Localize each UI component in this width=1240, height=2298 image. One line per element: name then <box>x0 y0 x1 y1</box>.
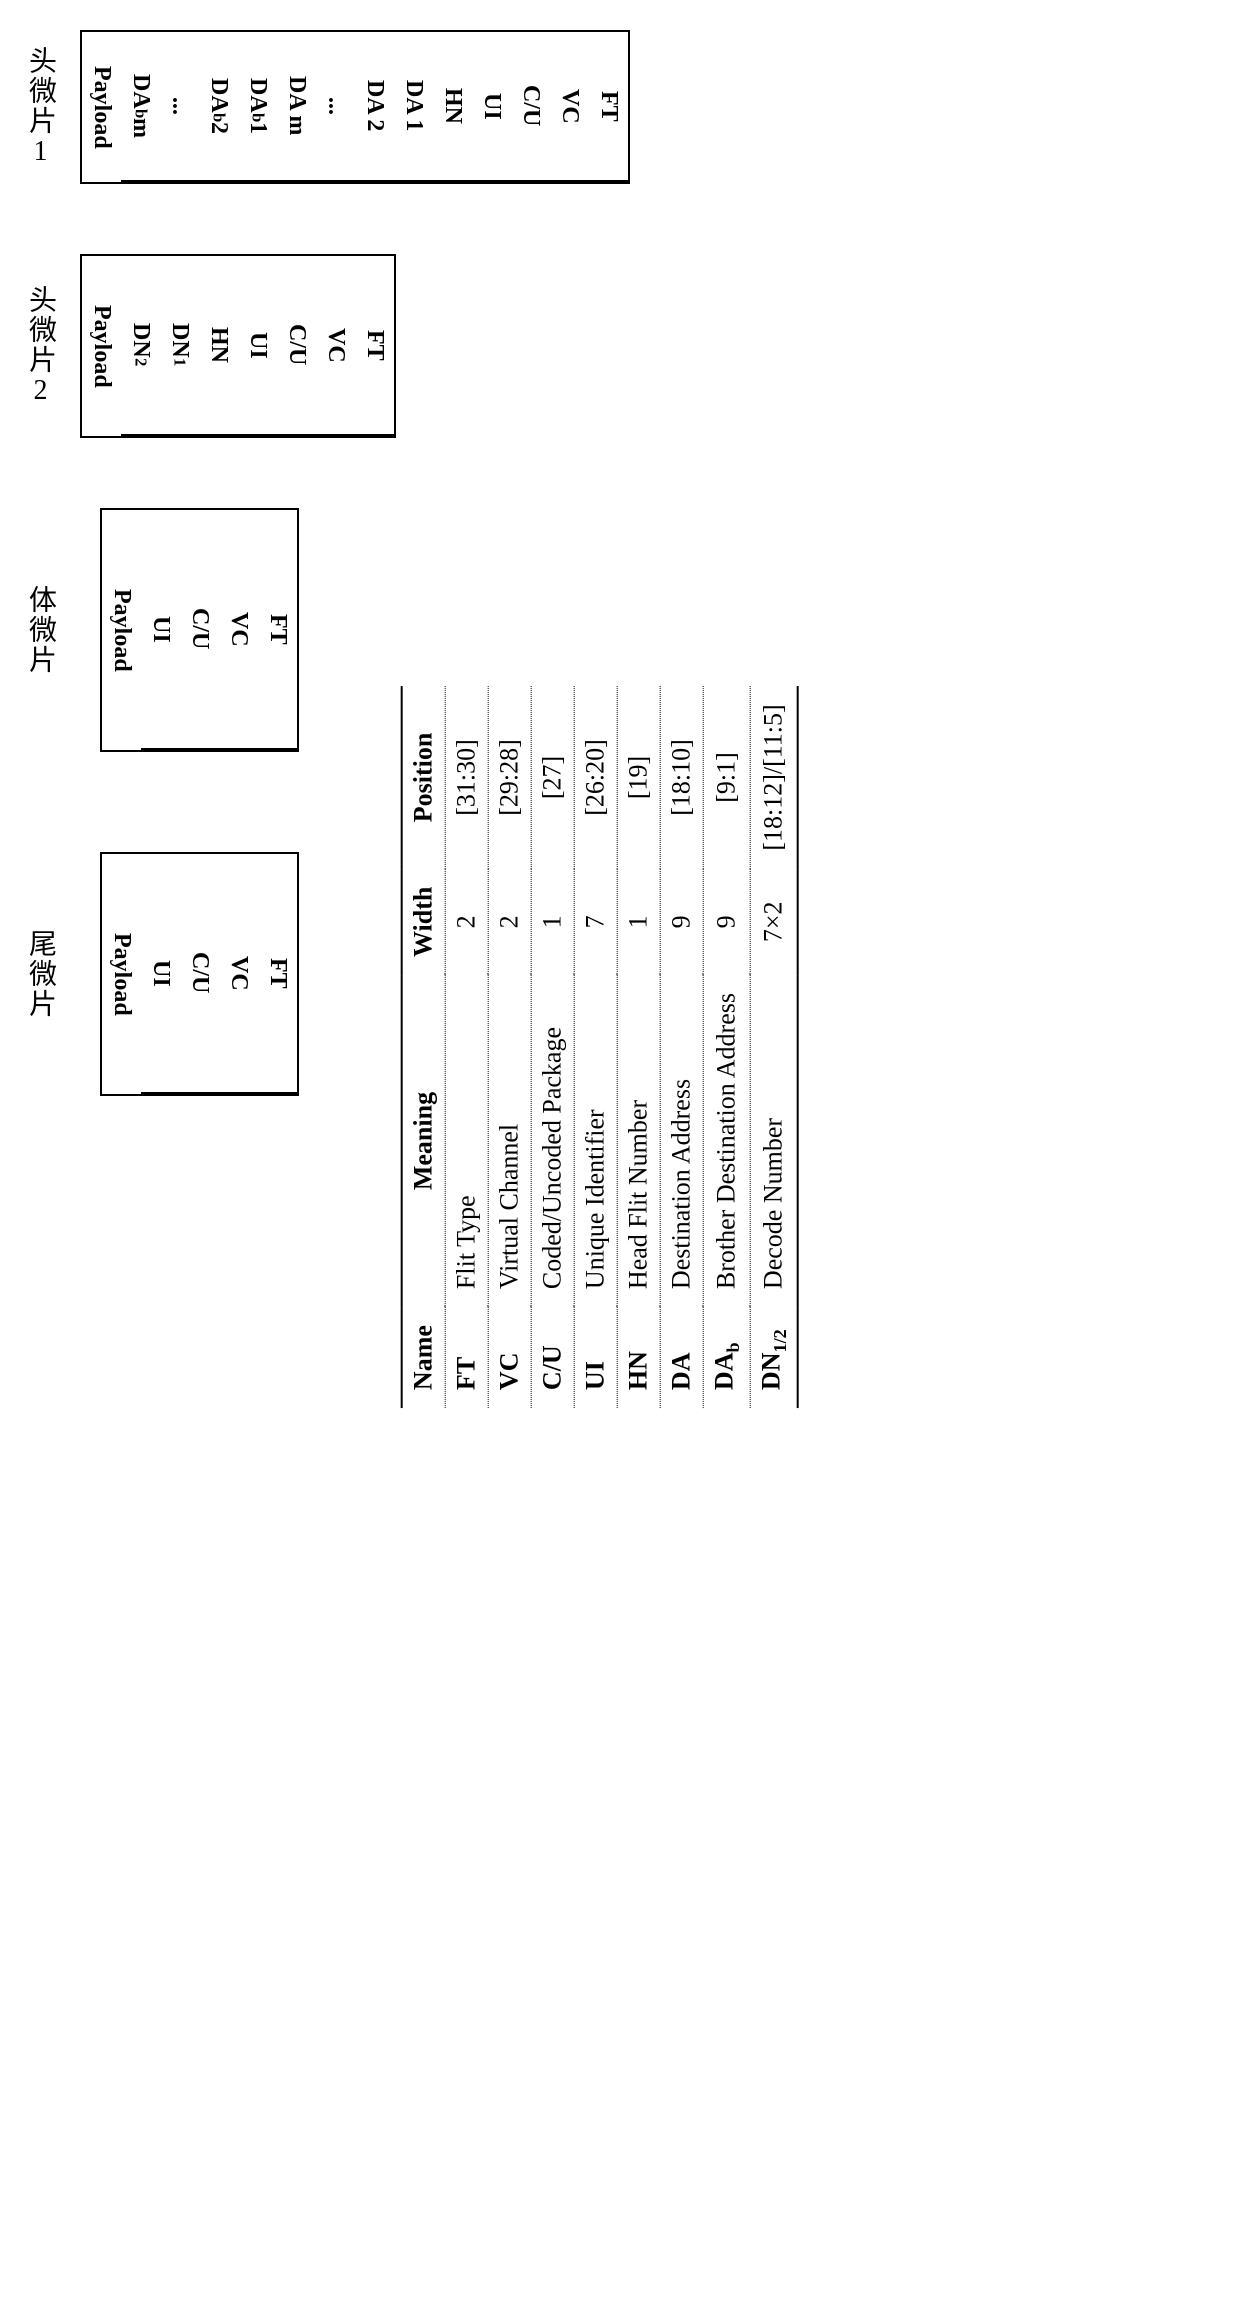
flit-cell: DAb 2 <box>199 32 238 182</box>
def-meaning-cell: Decode Number <box>750 975 798 1307</box>
flit-cell: FT <box>258 854 297 1094</box>
def-position-cell: [18:10] <box>660 686 703 868</box>
definitions-table-wrap: NameMeaningWidthPosition FTFlit Type2[31… <box>401 686 799 1408</box>
def-name-cell: FT <box>445 1307 488 1408</box>
flit-cell: Payload <box>102 510 141 750</box>
flit-cell: C/U <box>180 510 219 750</box>
def-header-cell: Name <box>402 1307 446 1408</box>
def-row: HNHead Flit Number1[19] <box>617 686 660 1408</box>
def-row: DADestination Address9[18:10] <box>660 686 703 1408</box>
flit-cell: Payload <box>102 854 141 1094</box>
flit-cell: HN <box>433 32 472 182</box>
def-row: DN1/2Decode Number7×2[18:12]/[11:5] <box>750 686 798 1408</box>
def-header-cell: Width <box>402 869 446 975</box>
definitions-body: FTFlit Type2[31:30]VCVirtual Channel2[29… <box>445 686 798 1408</box>
flit-cell: ... <box>316 32 355 182</box>
flit-cell: FT <box>589 32 628 182</box>
definitions-header-row: NameMeaningWidthPosition <box>402 686 446 1408</box>
flit-cell: C/U <box>180 854 219 1094</box>
head-flit-1-box: FTVCC/UUIHNDA 1DA 2...DA mDAb 1DAb 2...D… <box>80 30 630 184</box>
flit-cell: DN1 <box>160 256 199 436</box>
def-width-cell: 1 <box>617 869 660 975</box>
flit-cell: C/U <box>511 32 550 182</box>
def-meaning-cell: Destination Address <box>660 975 703 1307</box>
def-name-cell: DAb <box>703 1307 750 1408</box>
tail-flit-section: 尾微片 FTVCC/UUIPayload <box>20 852 299 1096</box>
def-row: FTFlit Type2[31:30] <box>445 686 488 1408</box>
def-row: DAbBrother Destination Address9[9:1] <box>703 686 750 1408</box>
body-flit-label: 体微片 <box>20 585 60 675</box>
def-width-cell: 9 <box>660 869 703 975</box>
flit-cell: FT <box>355 256 394 436</box>
def-position-cell: [26:20] <box>574 686 617 868</box>
flit-cell: C/U <box>277 256 316 436</box>
flit-cell: VC <box>219 510 258 750</box>
body-flit-box: FTVCC/UUIPayload <box>100 508 299 752</box>
def-position-cell: [19] <box>617 686 660 868</box>
flit-cell: UI <box>238 256 277 436</box>
def-width-cell: 1 <box>531 869 574 975</box>
head-flit-1-label: 头微片1 <box>20 46 60 169</box>
flit-cell: DAb 1 <box>238 32 277 182</box>
head-flit-2-label: 头微片2 <box>20 285 60 408</box>
flit-cell: DA m <box>277 32 316 182</box>
def-width-cell: 9 <box>703 869 750 975</box>
head-flit-2-section: 头微片2 FTVCC/UUIHNDN1DN2Payload <box>20 254 1220 438</box>
head-flit-2-box: FTVCC/UUIHNDN1DN2Payload <box>80 254 396 438</box>
bottom-section: 体微片 FTVCC/UUIPayload 尾微片 FTVCC/UUIPayloa… <box>20 508 1220 1246</box>
flit-cell: FT <box>258 510 297 750</box>
def-row: VCVirtual Channel2[29:28] <box>488 686 531 1408</box>
flit-cell: UI <box>141 854 180 1094</box>
def-row: UIUnique Identifier7[26:20] <box>574 686 617 1408</box>
flit-cell: DA 2 <box>355 32 394 182</box>
def-meaning-cell: Head Flit Number <box>617 975 660 1307</box>
flit-cell: Payload <box>82 32 121 182</box>
tail-flit-label: 尾微片 <box>20 929 60 1019</box>
def-width-cell: 7×2 <box>750 869 798 975</box>
def-row: C/UCoded/Uncoded Package1[27] <box>531 686 574 1408</box>
def-position-cell: [27] <box>531 686 574 868</box>
flit-cell: DA 1 <box>394 32 433 182</box>
tail-flit-box: FTVCC/UUIPayload <box>100 852 299 1096</box>
definitions-table: NameMeaningWidthPosition FTFlit Type2[31… <box>401 686 799 1408</box>
flit-cell: UI <box>141 510 180 750</box>
def-name-cell: VC <box>488 1307 531 1408</box>
def-name-cell: HN <box>617 1307 660 1408</box>
flit-cell: DAb m <box>121 32 160 182</box>
def-width-cell: 7 <box>574 869 617 975</box>
flit-cell: VC <box>550 32 589 182</box>
flit-cell: VC <box>219 854 258 1094</box>
def-meaning-cell: Unique Identifier <box>574 975 617 1307</box>
def-meaning-cell: Coded/Uncoded Package <box>531 975 574 1307</box>
def-name-cell: UI <box>574 1307 617 1408</box>
def-name-cell: C/U <box>531 1307 574 1408</box>
def-position-cell: [9:1] <box>703 686 750 868</box>
def-position-cell: [31:30] <box>445 686 488 868</box>
flit-cell: ... <box>160 32 199 182</box>
def-width-cell: 2 <box>445 869 488 975</box>
head-flit-1-section: 头微片1 FTVCC/UUIHNDA 1DA 2...DA mDAb 1DAb … <box>20 30 1220 184</box>
left-flits-column: 体微片 FTVCC/UUIPayload 尾微片 FTVCC/UUIPayloa… <box>20 508 299 1096</box>
def-width-cell: 2 <box>488 869 531 975</box>
def-header-cell: Position <box>402 686 446 868</box>
def-position-cell: [29:28] <box>488 686 531 868</box>
def-position-cell: [18:12]/[11:5] <box>750 686 798 868</box>
def-meaning-cell: Flit Type <box>445 975 488 1307</box>
flit-cell: VC <box>316 256 355 436</box>
def-name-cell: DA <box>660 1307 703 1408</box>
flit-cell: Payload <box>82 256 121 436</box>
def-meaning-cell: Virtual Channel <box>488 975 531 1307</box>
flit-cell: DN2 <box>121 256 160 436</box>
flit-cell: HN <box>199 256 238 436</box>
flit-cell: UI <box>472 32 511 182</box>
body-flit-section: 体微片 FTVCC/UUIPayload <box>20 508 299 752</box>
def-meaning-cell: Brother Destination Address <box>703 975 750 1307</box>
def-header-cell: Meaning <box>402 975 446 1307</box>
def-name-cell: DN1/2 <box>750 1307 798 1408</box>
